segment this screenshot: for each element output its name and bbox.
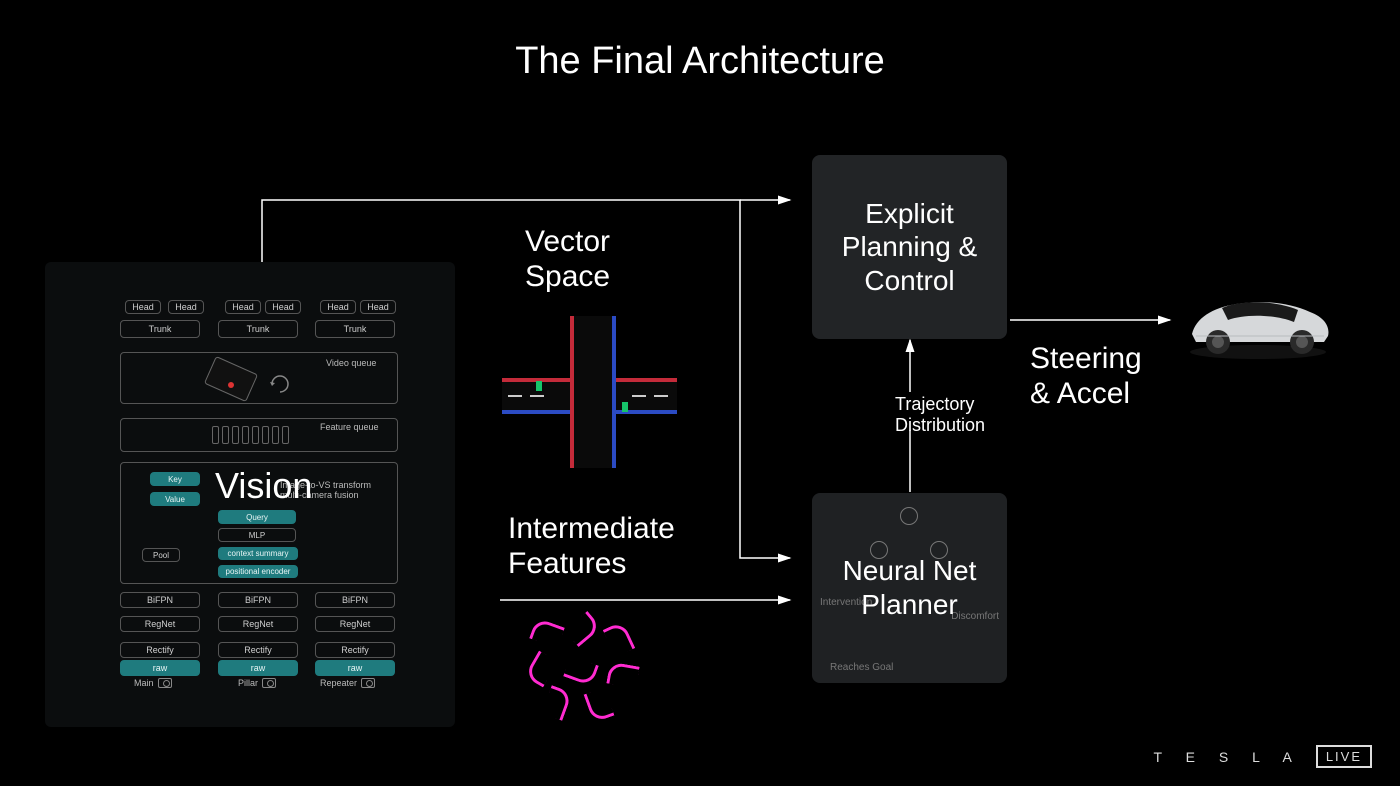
- slide-stage: The Final Architecture HeadHeadHeadHeadH…: [0, 0, 1400, 786]
- explicit-planning-box: Explicit Planning & Control: [812, 155, 1007, 339]
- camera-icon: [361, 678, 375, 688]
- vector-space-thumbnail: [502, 316, 677, 468]
- watermark: T E S L A LIVE: [1153, 745, 1372, 768]
- neural-planner-box: Intervention Discomfort Reaches Goal Neu…: [812, 493, 1007, 683]
- vision-label: Vision: [215, 465, 312, 507]
- nn-ghost-reaches-goal: Reaches Goal: [830, 662, 893, 673]
- intermediate-features-thumbnail: [522, 614, 652, 722]
- steering-accel-label: Steering & Accel: [1030, 342, 1142, 411]
- neural-planner-text: Neural Net Planner: [824, 554, 995, 621]
- live-badge: LIVE: [1316, 745, 1372, 768]
- explicit-planning-text: Explicit Planning & Control: [824, 197, 995, 298]
- tesla-wordmark: T E S L A: [1153, 749, 1301, 765]
- intermediate-features-label: Intermediate Features: [508, 512, 675, 581]
- camera-label: Pillar: [238, 678, 276, 688]
- car-icon: [1178, 278, 1338, 364]
- camera-icon: [262, 678, 276, 688]
- camera-label: Repeater: [320, 678, 375, 688]
- trajectory-distribution-label: Trajectory Distribution: [895, 394, 985, 435]
- vector-space-label: Vector Space: [525, 225, 610, 294]
- camera-icon: [158, 678, 172, 688]
- camera-label: Main: [134, 678, 172, 688]
